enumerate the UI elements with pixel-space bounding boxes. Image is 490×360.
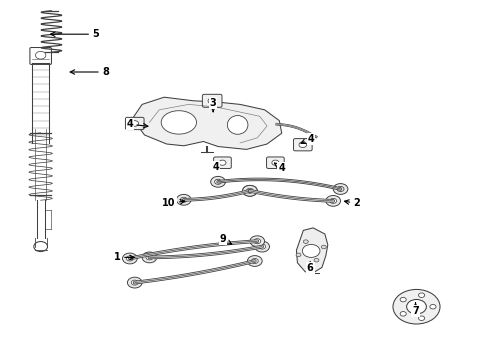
Circle shape xyxy=(246,188,253,193)
FancyBboxPatch shape xyxy=(125,117,144,130)
Circle shape xyxy=(211,176,225,187)
Circle shape xyxy=(303,240,308,243)
Circle shape xyxy=(299,142,307,148)
Circle shape xyxy=(337,186,344,192)
Text: 4: 4 xyxy=(126,119,148,129)
Circle shape xyxy=(176,194,191,205)
Text: 4: 4 xyxy=(212,162,219,172)
Circle shape xyxy=(296,253,301,257)
Circle shape xyxy=(430,305,436,309)
Circle shape xyxy=(122,253,137,264)
FancyBboxPatch shape xyxy=(202,94,222,107)
Circle shape xyxy=(393,289,440,324)
Ellipse shape xyxy=(227,116,248,134)
Circle shape xyxy=(146,255,153,260)
Polygon shape xyxy=(296,228,328,273)
Circle shape xyxy=(400,312,406,316)
Circle shape xyxy=(127,277,142,288)
Circle shape xyxy=(142,252,157,263)
Circle shape xyxy=(272,160,279,165)
Circle shape xyxy=(243,185,257,196)
Circle shape xyxy=(302,244,320,257)
Text: 7: 7 xyxy=(412,303,419,316)
Circle shape xyxy=(254,239,261,244)
Text: 8: 8 xyxy=(70,67,109,77)
Circle shape xyxy=(330,198,337,203)
Text: 4: 4 xyxy=(274,163,285,173)
Text: 9: 9 xyxy=(220,234,232,244)
Circle shape xyxy=(407,300,426,314)
Polygon shape xyxy=(132,97,282,149)
Circle shape xyxy=(247,256,262,266)
Circle shape xyxy=(326,195,341,206)
Text: 10: 10 xyxy=(162,198,185,208)
Text: 3: 3 xyxy=(210,98,217,112)
Ellipse shape xyxy=(161,111,196,134)
Circle shape xyxy=(215,179,221,184)
Circle shape xyxy=(126,256,133,261)
FancyBboxPatch shape xyxy=(294,139,312,151)
Circle shape xyxy=(314,258,319,262)
Circle shape xyxy=(131,280,138,285)
Circle shape xyxy=(333,184,348,194)
Text: 5: 5 xyxy=(50,29,99,39)
Circle shape xyxy=(255,241,270,252)
Circle shape xyxy=(180,197,187,202)
Circle shape xyxy=(400,297,406,302)
Circle shape xyxy=(246,188,253,193)
Circle shape xyxy=(131,121,139,126)
Circle shape xyxy=(208,98,216,104)
Circle shape xyxy=(250,236,265,247)
Text: 1: 1 xyxy=(114,252,134,262)
Text: 6: 6 xyxy=(307,262,314,273)
Circle shape xyxy=(418,293,425,297)
Circle shape xyxy=(243,185,257,196)
FancyBboxPatch shape xyxy=(214,157,231,168)
Circle shape xyxy=(219,160,226,165)
Circle shape xyxy=(418,316,425,320)
Text: 4: 4 xyxy=(301,134,315,144)
Circle shape xyxy=(321,245,326,249)
Circle shape xyxy=(251,258,258,264)
FancyBboxPatch shape xyxy=(267,157,284,168)
Text: 2: 2 xyxy=(344,198,360,208)
Circle shape xyxy=(259,244,266,249)
